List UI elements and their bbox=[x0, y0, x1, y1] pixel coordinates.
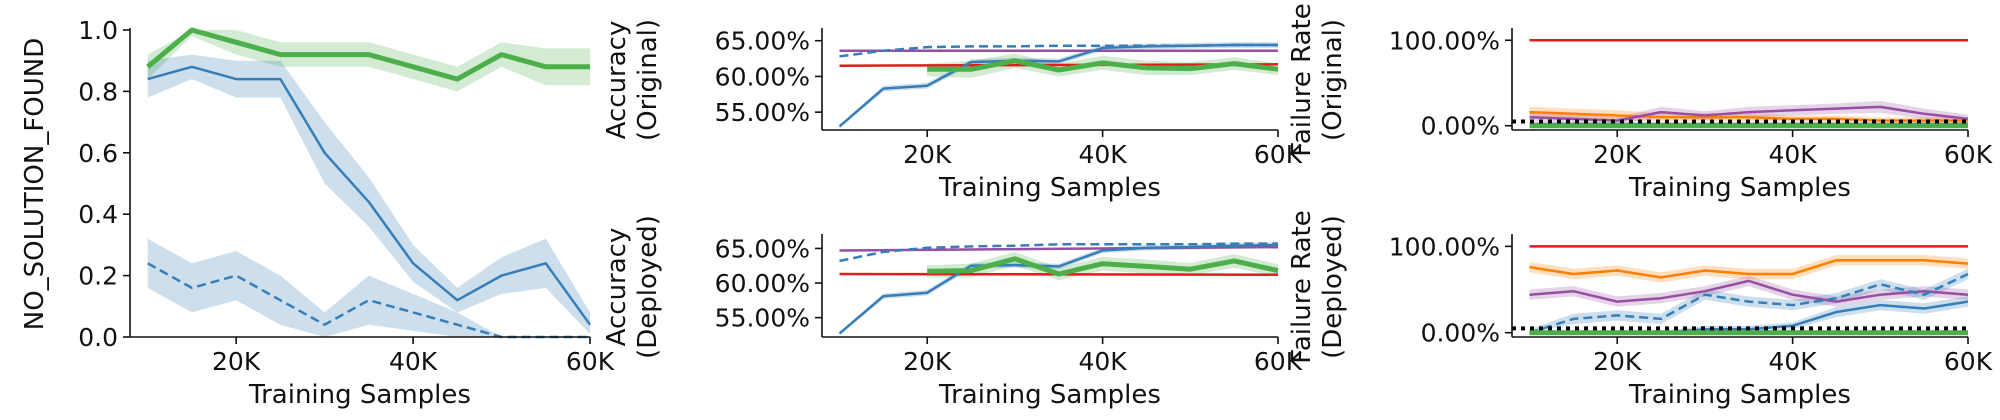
x-tick-label: 40K bbox=[389, 347, 438, 376]
y-axis-label-line: (Deployed) bbox=[1318, 215, 1348, 359]
y-axis-label-line: (Original) bbox=[1318, 19, 1348, 141]
y-axis-label-line: NO_SOLUTION_FOUND bbox=[20, 38, 50, 331]
x-axis-label: Training Samples bbox=[1628, 380, 1851, 410]
subplot-0: 20K 40K 60K 0.0 0.2 0.4 0.6 0.8 1.0 Training Samp… bbox=[20, 16, 615, 410]
series-3-band bbox=[839, 242, 1278, 335]
series-0-band bbox=[147, 30, 590, 92]
x-tick-label: 20K bbox=[1593, 140, 1642, 169]
series-3-line bbox=[838, 43, 1278, 128]
x-axis-label: Training Samples bbox=[1628, 173, 1851, 203]
subplot-1: 20K 40K 60K 55.00% 60.00% 65.00% Training Samp… bbox=[602, 19, 1303, 203]
y-tick-label: 0.8 bbox=[78, 77, 118, 106]
x-axis-label: Training Samples bbox=[248, 380, 471, 410]
x-tick-label: 40K bbox=[1079, 140, 1128, 169]
subplot-2: 20K 40K 60K 0.00% 100.00% Training Samples Fai… bbox=[1287, 3, 1993, 203]
x-tick-label: 20K bbox=[1593, 347, 1642, 376]
series-1-band bbox=[1529, 255, 1968, 283]
x-tick-label: 60K bbox=[1944, 347, 1993, 376]
series-4-band bbox=[1529, 296, 1968, 333]
x-tick-label: 40K bbox=[1079, 347, 1128, 376]
y-axis-label-line: (Original) bbox=[633, 19, 663, 141]
series-2-band bbox=[147, 238, 590, 337]
series-4-line bbox=[927, 256, 1279, 277]
series-3-line bbox=[838, 243, 1279, 335]
series-2-line bbox=[839, 242, 1278, 263]
y-axis-label-line: Accuracy bbox=[602, 21, 632, 140]
y-tick-label: 0.00% bbox=[1421, 319, 1500, 348]
y-axis-label-line: Failure Rate bbox=[1287, 3, 1317, 156]
series-3-line bbox=[1529, 272, 1969, 334]
y-tick-label: 60.00% bbox=[715, 269, 810, 298]
subplot-4: 20K 40K 60K 55.00% 60.00% 65.00% Training Samp… bbox=[602, 215, 1303, 410]
series-1-line bbox=[1529, 110, 1968, 122]
y-axis-label: NO_SOLUTION_FOUND bbox=[20, 38, 50, 331]
x-tick-label: 60K bbox=[1254, 140, 1303, 169]
series-3-band bbox=[839, 42, 1278, 128]
x-tick-label: 20K bbox=[903, 347, 952, 376]
x-axis-label: Training Samples bbox=[938, 380, 1161, 410]
series-1-band bbox=[147, 54, 590, 334]
y-tick-label: 55.00% bbox=[715, 98, 810, 127]
series-4-line bbox=[927, 58, 1279, 73]
y-tick-label: 0.00% bbox=[1421, 112, 1500, 141]
x-tick-label: 40K bbox=[1769, 347, 1818, 376]
y-axis-label: Failure Rate(Deployed) bbox=[1287, 210, 1348, 363]
series-1-line bbox=[147, 65, 592, 326]
series-2-line bbox=[1529, 279, 1969, 303]
x-tick-label: 20K bbox=[903, 140, 952, 169]
y-tick-label: 60.00% bbox=[715, 62, 810, 91]
y-tick-label: 0.6 bbox=[78, 139, 118, 168]
y-axis-label: Accuracy(Original) bbox=[602, 19, 663, 141]
y-tick-label: 65.00% bbox=[715, 234, 810, 263]
y-tick-label: 65.00% bbox=[715, 27, 810, 56]
y-tick-label: 100.00% bbox=[1389, 26, 1500, 55]
x-tick-label: 60K bbox=[1254, 347, 1303, 376]
y-axis-label: Accuracy(Deployed) bbox=[602, 215, 663, 359]
y-axis-label-line: (Deployed) bbox=[633, 215, 663, 359]
x-tick-label: 40K bbox=[1769, 140, 1818, 169]
y-tick-label: 55.00% bbox=[715, 304, 810, 333]
y-tick-label: 0.4 bbox=[78, 200, 118, 229]
x-axis-label: Training Samples bbox=[938, 173, 1161, 203]
y-tick-label: 1.0 bbox=[78, 16, 118, 45]
x-tick-label: 60K bbox=[1944, 140, 1993, 169]
series-1-line bbox=[1529, 258, 1969, 279]
x-tick-label: 20K bbox=[212, 347, 261, 376]
y-tick-label: 100.00% bbox=[1389, 232, 1500, 261]
y-axis-label: Failure Rate(Original) bbox=[1287, 3, 1348, 156]
subplot-5: 20K 40K 60K 0.00% 100.00% Training Samples Fai… bbox=[1287, 210, 1993, 410]
y-tick-label: 0.0 bbox=[78, 323, 118, 352]
y-tick-label: 0.2 bbox=[78, 262, 118, 291]
x-tick-label: 60K bbox=[566, 347, 615, 376]
y-axis-label-line: Failure Rate bbox=[1287, 210, 1317, 363]
y-axis-label-line: Accuracy bbox=[602, 228, 632, 347]
series-0-line bbox=[146, 27, 590, 82]
